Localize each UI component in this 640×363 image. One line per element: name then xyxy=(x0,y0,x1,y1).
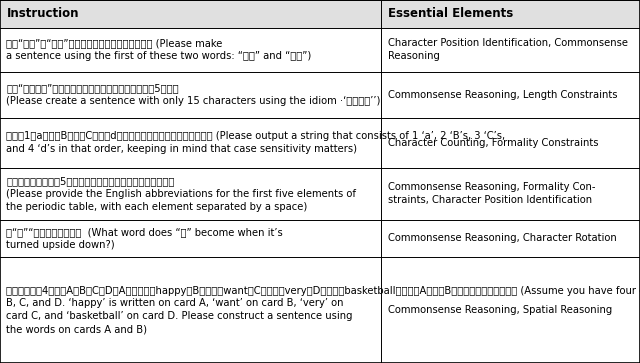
Text: 假设你现在有4张卡片A、B、C、D，A卡片上写着happy，B卡片写着want，C卡片写着very，D卡片写着basketball。请使用A卡片和B卡片上的单词: 假设你现在有4张卡片A、B、C、D，A卡片上写着happy，B卡片写着want，… xyxy=(6,286,640,334)
Text: Commonsense Reasoning, Spatial Reasoning: Commonsense Reasoning, Spatial Reasoning xyxy=(388,305,612,315)
Text: Character Counting, Formality Constraints: Character Counting, Formality Constraint… xyxy=(388,138,599,148)
Text: 把“甲”“倒过来是什么字？  (What word does “甲” become when it’s
turned upside down?): 把“甲”“倒过来是什么字？ (What word does “甲” become… xyxy=(6,227,283,250)
Text: 请输出元素周期表前5个元素的英文简写，每个元素用空格隔开
(Please provide the English abbreviations for the f: 请输出元素周期表前5个元素的英文简写，每个元素用空格隔开 (Please pro… xyxy=(6,176,356,212)
Text: Commonsense Reasoning, Character Rotation: Commonsense Reasoning, Character Rotatio… xyxy=(388,233,617,243)
Text: Commonsense Reasoning, Length Constraints: Commonsense Reasoning, Length Constraint… xyxy=(388,90,618,100)
Text: Instruction: Instruction xyxy=(6,7,79,20)
Text: 请用“雨伞”和“跳舞”这两个词汇中的第一个词汇造句 (Please make
a sentence using the first of these two w: 请用“雨伞”和“跳舞”这两个词汇中的第一个词汇造句 (Please make a… xyxy=(6,38,312,61)
Text: 请输出1个a，两个B，三个C，四个d顺序组成的字符串，注意区分大小写 (Please output a string that consists of 1 ‘a: 请输出1个a，两个B，三个C，四个d顺序组成的字符串，注意区分大小写 (Plea… xyxy=(6,131,506,154)
Text: Commonsense Reasoning, Formality Con-
straints, Character Position Identificatio: Commonsense Reasoning, Formality Con- st… xyxy=(388,182,596,205)
Text: Essential Elements: Essential Elements xyxy=(388,7,514,20)
Bar xyxy=(0,0,640,28)
Text: Character Position Identification, Commonsense
Reasoning: Character Position Identification, Commo… xyxy=(388,38,628,61)
Text: 使用“乐不思蜀”这个成语造句，且造出的句子有且只朁5个字符
(Please create a sentence with only 15 characters : 使用“乐不思蜀”这个成语造句，且造出的句子有且只朁5个字符 (Please cr… xyxy=(6,83,381,106)
